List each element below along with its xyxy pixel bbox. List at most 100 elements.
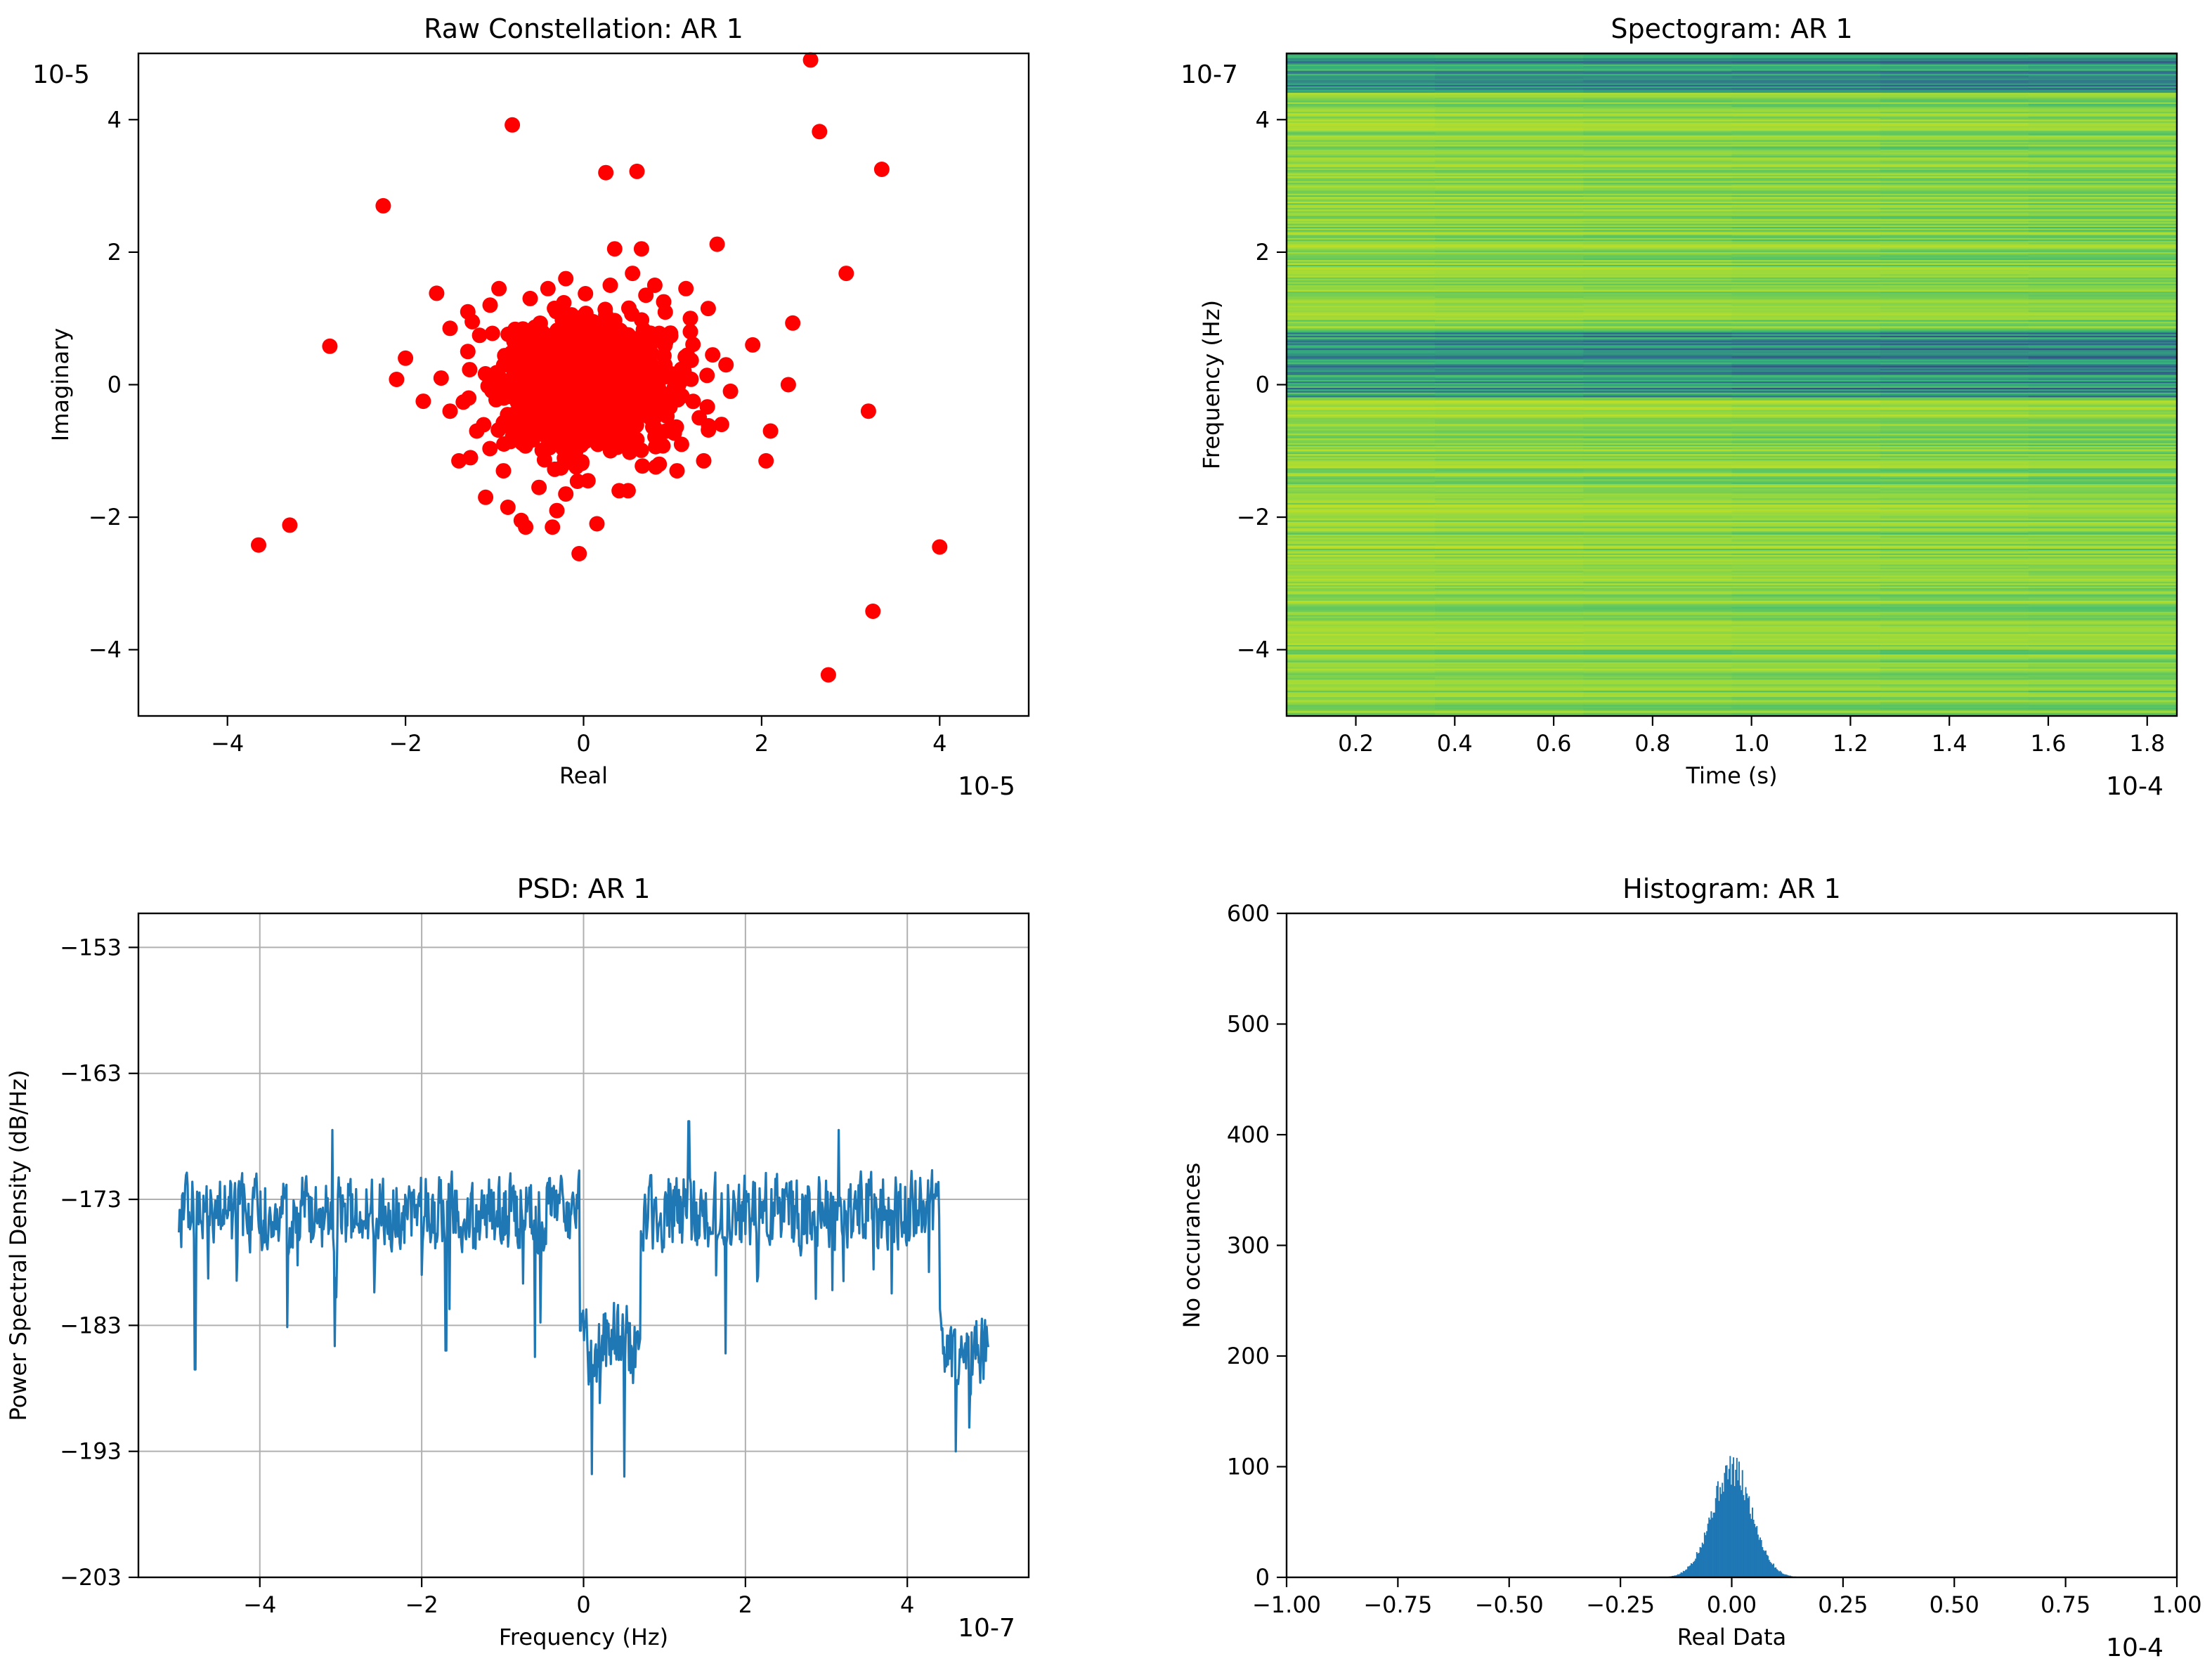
spectrogram-cell <box>1731 274 1881 277</box>
spectrogram-cell <box>1583 507 1733 510</box>
x-tick-label: 1.6 <box>2031 730 2067 757</box>
spectrogram-cell <box>1435 391 1585 393</box>
spectrogram-cell <box>2028 450 2178 453</box>
spectrogram-cell <box>1731 383 1881 386</box>
spectrogram-cell <box>1583 396 1733 398</box>
spectrogram-cell <box>1287 285 1436 287</box>
spectrogram-cell <box>1287 410 1436 412</box>
spectrogram-cell <box>1731 561 1881 563</box>
spectrogram-cell <box>1287 167 1436 169</box>
spectrogram-cell <box>2028 190 2178 193</box>
spectrogram-cell <box>2028 431 2178 434</box>
spectrogram-cell <box>1583 438 1733 441</box>
constellation-point <box>699 399 715 415</box>
constellation-point <box>932 539 948 555</box>
spectrogram-cell <box>2028 316 2178 319</box>
constellation-point <box>514 415 531 431</box>
spectrogram-cell <box>1287 108 1436 111</box>
histogram-bar <box>1727 1479 1729 1577</box>
spectrogram-cell <box>1583 646 1733 649</box>
constellation-point <box>544 338 559 353</box>
spectrogram-cell <box>1287 698 1436 701</box>
spectrogram-cell <box>1880 356 2029 358</box>
spectrogram-cell <box>1287 344 1436 346</box>
spectrogram-cell <box>2028 113 2178 116</box>
spectrogram-cell <box>1435 651 1585 653</box>
spectrogram-cell <box>1583 511 1733 513</box>
spectrogram-cell <box>1880 119 2029 122</box>
spectrogram-cell <box>1287 431 1436 434</box>
spectrogram-cell <box>1435 398 1585 401</box>
spectrogram-cell <box>1583 589 1733 592</box>
spectrogram-cell <box>1435 239 1585 242</box>
spectrogram-cell <box>2028 263 2178 266</box>
spectrogram-cell <box>1880 525 2029 528</box>
spectrogram-cell <box>2028 550 2178 553</box>
spectrogram-cell <box>2028 616 2178 619</box>
spectrogram-cell <box>1435 289 1585 292</box>
spectrogram-cell <box>1731 93 1881 95</box>
spectrogram-cell <box>1435 263 1585 266</box>
spectrogram-cell <box>1880 102 2029 105</box>
spectrogram-cell <box>1287 684 1436 686</box>
spectrogram-cell <box>2028 473 2178 476</box>
spectrogram-cell <box>1435 133 1585 136</box>
spectrogram-cell <box>1731 179 1881 182</box>
spectrogram-cell <box>2028 440 2178 442</box>
spectrogram-cell <box>2028 520 2178 523</box>
spectrogram-cell <box>1731 325 1881 327</box>
constellation-point <box>713 417 729 433</box>
spectrogram-cell <box>1880 344 2029 346</box>
spectrogram-cell <box>1731 126 1881 129</box>
spectrogram-cell <box>1880 235 2029 237</box>
spectrogram-cell <box>1435 577 1585 580</box>
spectrogram-cell <box>1880 110 2029 112</box>
spectrogram-cell <box>1880 689 2029 691</box>
constellation-point <box>605 374 621 390</box>
spectrogram-cell <box>1880 585 2029 587</box>
spectrogram-cell <box>1880 397 2029 400</box>
spectrogram-cell <box>1583 525 1733 528</box>
spectrogram-cell <box>1731 275 1881 278</box>
spectrogram-cell <box>1731 547 1881 549</box>
spectrogram-cell <box>1731 348 1881 351</box>
spectrogram-cell <box>1731 206 1881 209</box>
spectrogram-cell <box>1583 155 1733 158</box>
spectrogram-cell <box>1583 416 1733 419</box>
spectrogram-cell <box>1583 670 1733 672</box>
spectrogram-cell <box>1880 322 2029 325</box>
spectrogram-cell <box>1435 552 1585 554</box>
x-tick-label: 0.25 <box>1818 1591 1868 1618</box>
spectrogram-cell <box>1287 173 1436 176</box>
spectrogram-cell <box>1583 269 1733 272</box>
spectrogram-cell <box>1435 129 1585 131</box>
spectrogram-cell <box>1880 56 2029 59</box>
spectrogram-cell <box>1731 697 1881 699</box>
spectrogram-cell <box>1583 56 1733 59</box>
spectrogram-cell <box>1880 138 2029 141</box>
spectrogram-cell <box>2028 82 2178 84</box>
y-tick-label: −4 <box>1237 637 1270 663</box>
spectrogram-cell <box>1880 217 2029 220</box>
spectrogram-cell <box>2028 613 2178 615</box>
spectrogram-cell <box>1880 450 2029 453</box>
spectrogram-cell <box>1731 289 1881 292</box>
spectrogram-cell <box>1583 74 1733 77</box>
spectrogram-cell <box>2028 387 2178 390</box>
spectrogram-cell <box>1583 353 1733 356</box>
spectrogram-cell <box>1731 283 1881 286</box>
spectrogram-cell <box>1731 627 1881 630</box>
spectrogram-cell <box>1435 425 1585 428</box>
spectrogram-cell <box>2028 517 2178 519</box>
x-tick-label: 0.75 <box>2041 1591 2090 1618</box>
y-tick-label: −4 <box>89 637 122 663</box>
spectrogram-cell <box>1880 634 2029 637</box>
spectrogram-cell <box>1287 646 1436 649</box>
spectrogram-cell <box>1435 237 1585 240</box>
spectrogram-cell <box>2028 700 2178 703</box>
spectrogram-cell <box>1880 504 2029 507</box>
spectrogram-cell <box>2028 293 2178 296</box>
spectrogram-cell <box>1583 135 1733 138</box>
constellation-point <box>718 357 734 373</box>
spectrogram-cell <box>1731 185 1881 188</box>
